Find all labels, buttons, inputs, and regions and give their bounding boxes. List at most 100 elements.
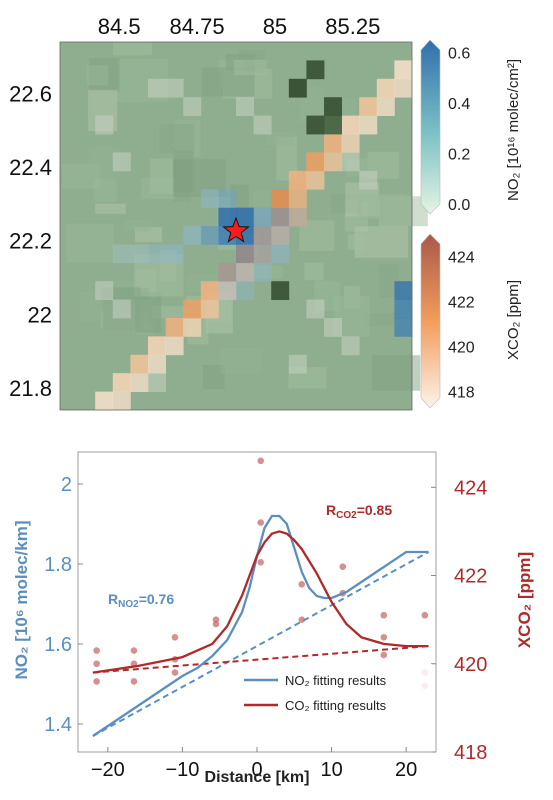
- y-left-tick-label: 1.8: [44, 554, 72, 576]
- map-pixel: [183, 97, 202, 116]
- map-pixel: [218, 262, 237, 282]
- latitude-tick-labels: 22.6 22.4 22.2 22 21.8: [9, 82, 52, 401]
- map-pixel: [112, 244, 131, 264]
- longitude-tick-label: 85.25: [325, 14, 380, 39]
- map-pixel: [148, 78, 166, 98]
- map-pixel: [95, 281, 114, 300]
- map-pixel: [288, 207, 307, 227]
- map-pixel: [200, 226, 219, 245]
- map-pixel: [394, 281, 413, 300]
- map-pixel: [271, 226, 290, 245]
- map-pixel: [236, 97, 254, 116]
- map-pixel-grid: [95, 60, 413, 411]
- map-pixel: [359, 115, 378, 135]
- r-co2-annotation: RCO2=0.85: [326, 502, 392, 521]
- chart-tick-labels: −20 −10 0 10 20 2 1.8 1.6 1.4 424 422 420 418: [44, 474, 487, 781]
- co2-observation-point: [421, 611, 429, 619]
- colorbar-xco2-tick: 420: [448, 339, 475, 356]
- co2-observation-point: [380, 633, 388, 641]
- co2-observation-point: [171, 633, 179, 641]
- terrain-patch: [149, 158, 174, 194]
- map-pixel: [324, 152, 342, 172]
- co2-observation-point: [298, 581, 306, 588]
- y-right-tick-label: 422: [454, 566, 487, 588]
- terrain-patch: [347, 234, 366, 250]
- map-pixel: [288, 354, 307, 374]
- co2-observation-point: [380, 651, 388, 659]
- terrain-patch: [378, 264, 400, 298]
- star-marker: [222, 216, 250, 243]
- map-pixel: [236, 207, 254, 227]
- latitude-tick-label: 21.8: [9, 376, 52, 401]
- x-tick-label: 0: [251, 759, 262, 781]
- map-pixel: [253, 226, 272, 245]
- terrain-patch: [203, 365, 225, 390]
- co2-background-line: [92, 645, 429, 674]
- map-pixel: [271, 281, 290, 300]
- chart-series-lines: [92, 514, 430, 737]
- co2-observation-point: [93, 660, 100, 668]
- y-right-tick-label: 418: [454, 742, 487, 764]
- colorbar-xco2: [420, 233, 441, 409]
- colorbar-xco2-label: XCO₂ [ppm]: [505, 280, 522, 360]
- map-pixel: [236, 262, 254, 282]
- terrain-patch: [93, 178, 117, 203]
- co2-observation-point: [93, 647, 100, 654]
- map-pixel: [253, 207, 272, 227]
- colorbar-no2-tick: 0.6: [448, 46, 470, 63]
- map-pixel: [95, 115, 114, 135]
- terrain-patch: [112, 42, 152, 56]
- map-pixel: [95, 391, 114, 411]
- latitude-tick-label: 22.2: [9, 229, 52, 254]
- colorbar-xco2-tick: 418: [448, 384, 475, 401]
- map-pixel: [218, 207, 237, 227]
- map-pixel: [165, 336, 184, 356]
- map-pixel: [288, 170, 307, 190]
- map-pixel: [271, 189, 290, 208]
- terrain-patch: [371, 355, 421, 391]
- map-pixel: [341, 336, 360, 356]
- terrain-patch: [276, 136, 298, 181]
- longitude-tick-label: 85: [263, 14, 287, 39]
- terrain-patch: [357, 194, 407, 220]
- map-pixel: [376, 78, 395, 98]
- map-pixel: [236, 281, 254, 300]
- co2-observation-points: [93, 457, 429, 690]
- map-pixel: [148, 373, 166, 392]
- y-right-tick-label: 420: [454, 654, 487, 676]
- legend-no2-label: NO₂ fitting results: [285, 673, 387, 688]
- map-pixel: [306, 115, 325, 135]
- longitude-tick-label: 84.5: [98, 14, 141, 39]
- colorbar-no2-label: NO₂ [10¹⁶ molec/cm²]: [505, 59, 522, 201]
- map-pixel: [288, 78, 307, 98]
- colorbar-xco2-tick: 424: [448, 249, 475, 266]
- co2-observation-point: [130, 647, 138, 654]
- longitude-tick-label: 84.75: [170, 14, 225, 39]
- terrain-patch: [173, 159, 227, 197]
- map-pixel: [359, 97, 378, 116]
- map-pixel: [236, 262, 254, 282]
- x-tick-label: −20: [91, 759, 125, 781]
- terrain-patch: [220, 348, 262, 374]
- colorbar-no2-tick: 0.4: [448, 96, 470, 113]
- terrain-patch: [124, 220, 152, 232]
- map-pixel: [200, 281, 219, 300]
- map-pixel: [183, 226, 202, 245]
- latitude-tick-label: 22.4: [9, 155, 52, 180]
- map-pixel: [218, 281, 237, 300]
- map-pixel: [394, 318, 413, 337]
- map-pixel: [200, 299, 219, 319]
- legend-co2-label: CO₂ fitting results: [285, 698, 387, 713]
- co2-observation-point: [257, 558, 265, 566]
- colorbar-xco2-tick: 422: [448, 294, 475, 311]
- map-pixel: [341, 115, 360, 135]
- terrain-patch: [248, 265, 283, 279]
- terrain-patch: [233, 59, 267, 76]
- terrain-patch: [95, 203, 126, 214]
- terrain-patch: [151, 306, 192, 319]
- map-pixel: [112, 299, 131, 319]
- star-icon: [222, 216, 250, 243]
- terrain-patch: [159, 124, 195, 154]
- colorbar-no2-tick: 0.0: [448, 197, 470, 214]
- map-pixel: [324, 97, 342, 116]
